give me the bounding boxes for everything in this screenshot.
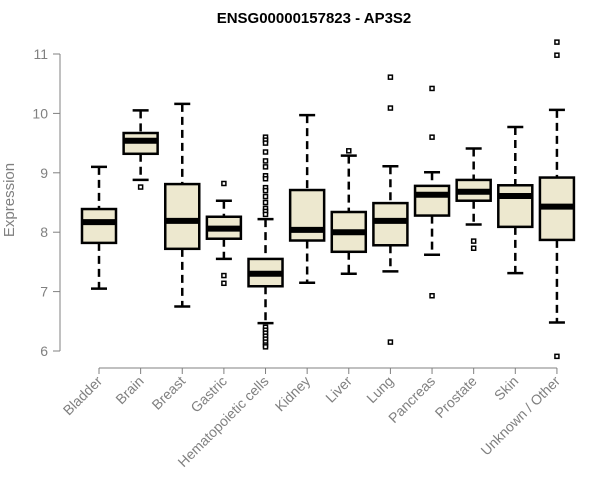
box-kidney — [288, 113, 326, 284]
box-breast — [164, 102, 201, 308]
y-axis-label: Expression — [1, 163, 18, 237]
y-tick-label: 6 — [40, 343, 48, 359]
iqr-box — [80, 207, 118, 245]
outlier-point — [262, 164, 269, 170]
outlier-point — [387, 74, 394, 80]
outlier-point — [429, 293, 435, 299]
box-bladder — [80, 165, 118, 290]
iqr-box — [497, 184, 534, 229]
outlier-point — [262, 199, 269, 206]
outlier-point — [554, 52, 560, 58]
y-tick-label: 7 — [40, 284, 48, 300]
x-tick-label: Unknown / Other — [477, 373, 563, 459]
outlier-point — [221, 180, 227, 187]
x-tick-label: Lung — [363, 373, 396, 406]
box-hematopoietic-cells — [247, 134, 284, 350]
outlier-point — [387, 105, 394, 111]
outlier-point — [262, 211, 269, 218]
iqr-box — [288, 188, 326, 242]
outlier-point — [221, 280, 227, 287]
y-tick-label: 11 — [33, 46, 48, 62]
box-prostate — [455, 147, 492, 251]
x-tick-label: Skin — [491, 373, 522, 404]
outlier-point — [346, 148, 352, 154]
x-tick-label: Brain — [112, 373, 146, 407]
outlier-point — [554, 39, 560, 45]
box-skin — [497, 125, 534, 275]
box-unknown-other — [538, 39, 576, 360]
x-tick-label: Bladder — [60, 373, 106, 419]
box-liver — [330, 148, 368, 276]
x-tick-label: Breast — [148, 373, 188, 413]
x-tick-label: Liver — [322, 373, 355, 406]
box-pancreas — [413, 85, 451, 299]
outlier-point — [262, 344, 269, 350]
outlier-point — [262, 175, 269, 182]
y-tick-label: 9 — [40, 165, 48, 181]
outlier-point — [387, 339, 394, 345]
x-tick-label: Kidney — [272, 373, 314, 415]
outlier-point — [262, 158, 269, 164]
outlier-point — [262, 149, 269, 155]
outlier-point — [554, 353, 560, 360]
chart-title: ENSG00000157823 - AP3S2 — [217, 10, 412, 27]
outlier-point — [429, 85, 435, 92]
outlier-point — [470, 245, 477, 251]
outlier-point — [470, 238, 477, 244]
box-lung — [372, 74, 409, 345]
outlier-point — [221, 272, 227, 279]
outlier-point — [137, 184, 144, 190]
iqr-box — [164, 182, 201, 251]
iqr-box — [413, 184, 451, 217]
y-tick-label: 8 — [40, 224, 48, 240]
outlier-point — [262, 193, 269, 200]
outlier-point — [262, 140, 269, 146]
box-brain — [122, 109, 159, 190]
outlier-point — [429, 134, 435, 140]
box-gastric — [205, 180, 243, 287]
iqr-box — [372, 201, 409, 247]
x-tick-label: Prostate — [432, 373, 480, 421]
y-tick-label: 10 — [32, 105, 48, 121]
outlier-point — [262, 187, 269, 194]
